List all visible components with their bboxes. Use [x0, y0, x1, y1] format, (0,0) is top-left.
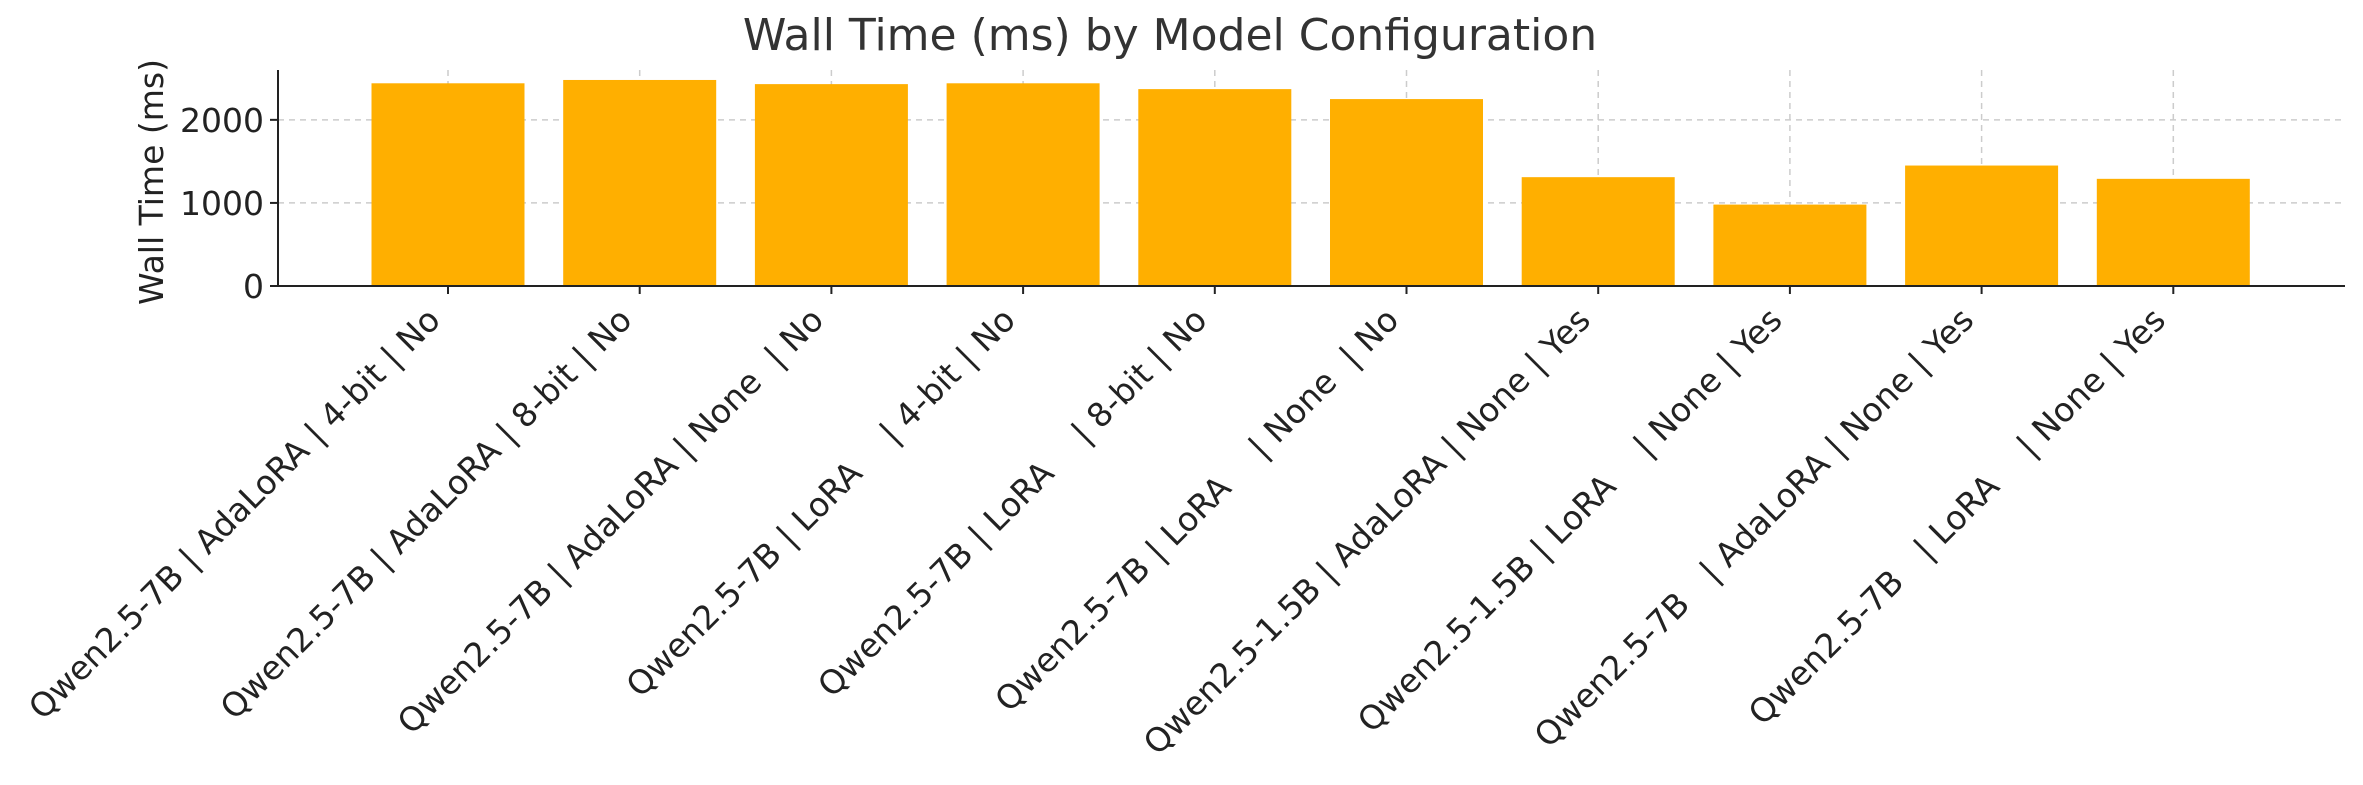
bar-5 [1138, 89, 1292, 286]
chart-title: Wall Time (ms) by Model Configuration [743, 10, 1597, 61]
x-tick-label: Qwen2.5-1.5B | LoRA | None | Yes [1350, 300, 1790, 740]
x-tick-label: Qwen2.5-1.5B | AdaLoRA | None | Yes [1136, 300, 1598, 762]
x-tick-label: Qwen2.5-7B | LoRA | None | Yes [1741, 300, 2173, 732]
bar-10 [2096, 178, 2250, 286]
bar-6 [1330, 99, 1483, 286]
x-tick-label: Qwen2.5-7B | AdaLoRA | None | No [390, 300, 831, 741]
bar-9 [1905, 165, 2059, 286]
y-tick-label: 0 [243, 267, 264, 306]
x-tick-label: Qwen2.5-7B | LoRA | None | No [987, 300, 1406, 719]
y-tick-label: 2000 [180, 101, 264, 140]
bar-2 [563, 79, 717, 286]
bars [371, 79, 2250, 287]
bar-1 [371, 83, 525, 287]
bar-8 [1713, 204, 1867, 286]
y-tick-label: 1000 [180, 184, 264, 223]
x-tick-label: Qwen2.5-7B | LoRA | 8-bit | No [810, 300, 1214, 704]
bar-4 [946, 83, 1100, 287]
bar-7 [1521, 177, 1675, 286]
bar-3 [754, 84, 908, 286]
y-axis-title: Wall Time (ms) [132, 59, 171, 305]
x-tick-label: Qwen2.5-7B | LoRA | 4-bit | No [618, 300, 1022, 704]
x-tick-label: Qwen2.5-7B | AdaLoRA | None | Yes [1526, 300, 1981, 755]
x-tick-label: Qwen2.5-7B | AdaLoRA | 4-bit | No [21, 300, 448, 727]
x-tick-label: Qwen2.5-7B | AdaLoRA | 8-bit | No [212, 300, 639, 727]
axes [270, 70, 2345, 294]
